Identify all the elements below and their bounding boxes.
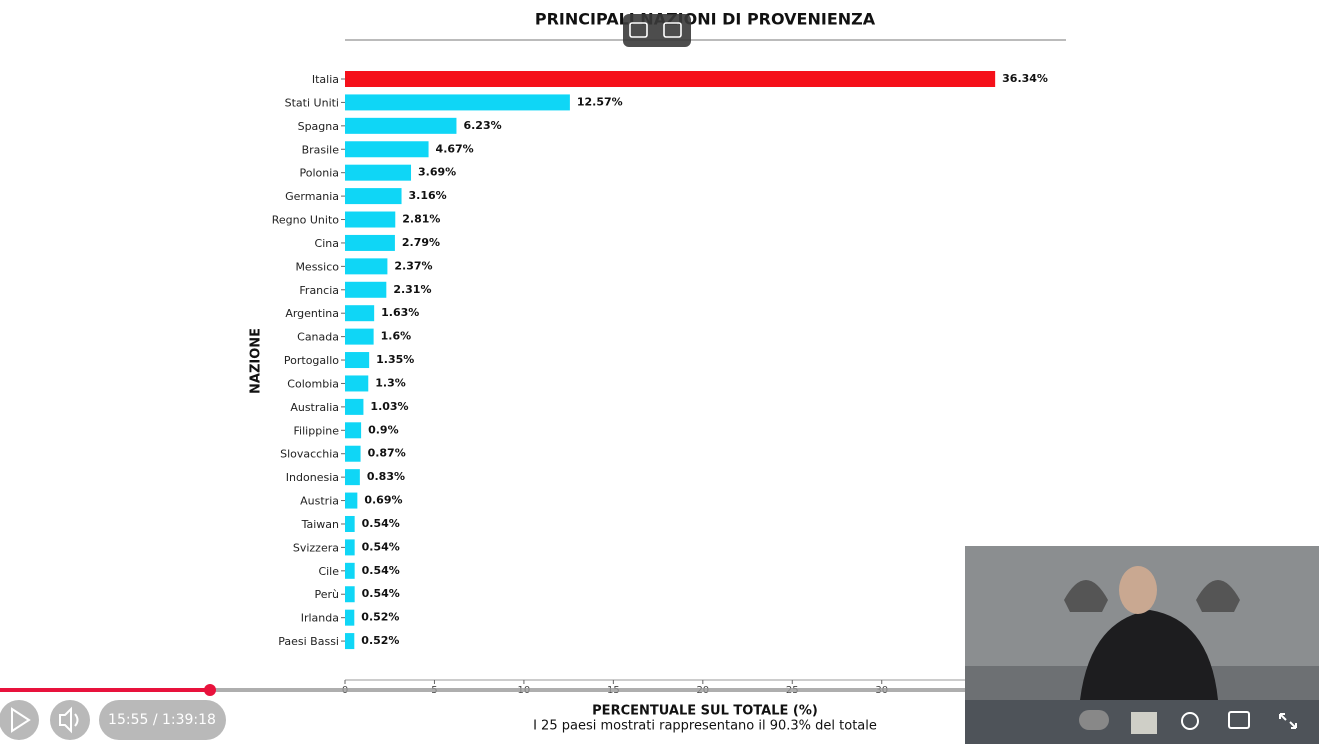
emblem-left <box>1064 580 1108 612</box>
y-tick-label: Argentina <box>285 307 339 320</box>
y-tick-label: Cina <box>315 237 339 250</box>
y-tick-label: Perù <box>314 588 339 601</box>
value-label: 4.67% <box>436 142 474 155</box>
chart-title: PRINCIPALI NAZIONI DI PROVENIENZA <box>535 10 876 29</box>
y-tick-label: Polonia <box>299 167 339 180</box>
bar <box>345 398 364 415</box>
value-label: 3.16% <box>409 189 447 202</box>
bar <box>345 164 412 181</box>
bar <box>345 515 355 532</box>
value-label: 6.23% <box>463 119 501 132</box>
nameplate <box>1131 712 1157 734</box>
value-label: 1.3% <box>375 376 406 389</box>
speaker-body <box>1080 610 1218 700</box>
value-label: 1.6% <box>381 330 412 343</box>
y-tick-label: Germania <box>285 190 339 203</box>
bar <box>345 609 355 626</box>
bar <box>345 188 402 205</box>
play-button[interactable] <box>0 700 39 740</box>
value-label: 0.54% <box>362 587 400 600</box>
y-axis-label: NAZIONE <box>249 328 264 394</box>
bar <box>345 539 355 556</box>
value-label: 2.81% <box>402 213 440 226</box>
value-label: 0.69% <box>364 494 402 507</box>
y-tick-label: Messico <box>295 260 339 273</box>
inset-pause-button[interactable] <box>1079 710 1109 730</box>
bar <box>345 141 429 158</box>
settings-button[interactable] <box>1181 712 1199 730</box>
y-tick-label: Italia <box>312 73 339 86</box>
chart-subtitle: I 25 paesi mostrati rappresentano il 90.… <box>533 719 877 734</box>
time-display: 15:55 / 1:39:18 <box>108 712 216 728</box>
bar <box>345 117 457 134</box>
value-label: 2.31% <box>393 283 431 296</box>
value-label: 0.9% <box>368 423 399 436</box>
bar <box>345 258 388 275</box>
y-tick-label: Paesi Bassi <box>278 635 339 648</box>
bar <box>345 375 369 392</box>
value-label: 0.54% <box>362 540 400 553</box>
emblem-right <box>1196 580 1240 612</box>
pip-button[interactable] <box>629 22 648 38</box>
x-axis-label: PERCENTUALE SUL TOTALE (%) <box>592 704 818 719</box>
bar <box>345 492 358 509</box>
bar <box>345 445 361 462</box>
y-tick-label: Colombia <box>287 377 339 390</box>
y-tick-label: Slovacchia <box>280 448 339 461</box>
value-label: 12.57% <box>577 95 623 108</box>
value-label: 1.35% <box>376 353 414 366</box>
y-tick-label: Indonesia <box>286 471 339 484</box>
y-tick-label: Stati Uniti <box>285 96 339 109</box>
bar <box>345 352 370 369</box>
bar <box>345 562 355 579</box>
bar <box>345 422 362 439</box>
fullscreen-button[interactable] <box>1279 713 1297 729</box>
y-tick-label: Taiwan <box>301 518 339 531</box>
bar <box>345 94 570 111</box>
video-inset <box>965 546 1319 744</box>
value-label: 2.79% <box>402 236 440 249</box>
bar <box>345 71 996 87</box>
speaker-head <box>1119 566 1157 614</box>
y-tick-label: Brasile <box>302 143 340 156</box>
value-label: 3.69% <box>418 166 456 179</box>
theater-button[interactable] <box>1228 711 1250 729</box>
value-label: 1.63% <box>381 306 419 319</box>
bar <box>345 281 387 298</box>
miniplayer-button[interactable] <box>663 22 682 38</box>
value-label: 0.83% <box>367 470 405 483</box>
bar <box>345 586 355 603</box>
volume-icon <box>59 706 79 734</box>
y-tick-label: Filippine <box>294 424 340 437</box>
bar <box>345 633 355 650</box>
y-tick-label: Regno Unito <box>272 214 339 227</box>
value-label: 2.37% <box>394 259 432 272</box>
bar <box>345 305 375 322</box>
y-tick-label: Irlanda <box>301 612 339 625</box>
value-label: 0.87% <box>368 447 406 460</box>
value-label: 1.03% <box>370 400 408 413</box>
chart: PRINCIPALI NAZIONI DI PROVENIENZA NAZION… <box>249 10 1066 734</box>
bar <box>345 211 396 228</box>
y-tick-label: Spagna <box>298 120 339 133</box>
y-tick-label: Canada <box>297 331 339 344</box>
bar <box>345 469 360 486</box>
value-label: 0.54% <box>362 517 400 530</box>
y-tick-label: Cile <box>318 565 339 578</box>
progress-handle[interactable] <box>204 684 216 696</box>
bar <box>345 328 374 345</box>
play-icon <box>11 707 31 733</box>
y-tick-label: Portogallo <box>284 354 339 367</box>
y-tick-label: Austria <box>300 495 339 508</box>
y-tick-label: Australia <box>290 401 339 414</box>
value-label: 0.54% <box>362 564 400 577</box>
y-tick-label: Svizzera <box>293 541 339 554</box>
value-label: 0.52% <box>361 634 399 647</box>
y-tick-label: Francia <box>299 284 339 297</box>
value-label: 36.34% <box>1002 72 1048 85</box>
bar <box>345 234 395 251</box>
time-pill <box>99 700 226 740</box>
value-label: 0.52% <box>361 611 399 624</box>
